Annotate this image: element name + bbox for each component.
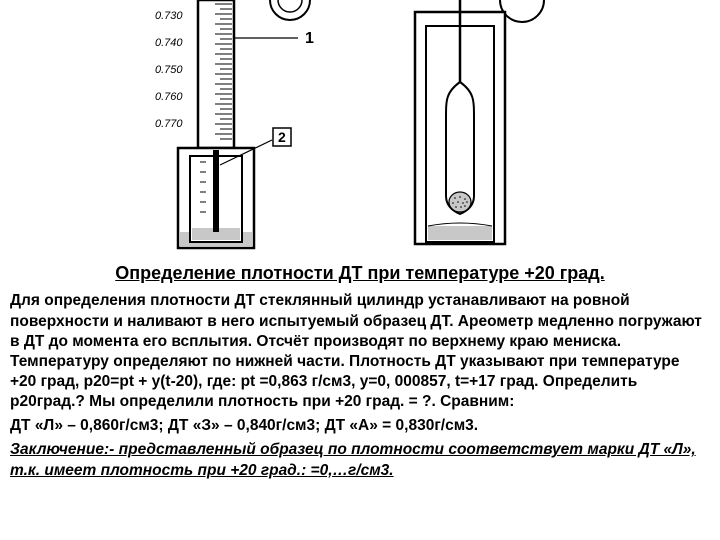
diagram-area: 0.730 0.740 0.750 0.760 0.770 — [0, 0, 720, 260]
text-block: Определение плотности ДТ при температуре… — [0, 262, 720, 481]
paragraph-main: Для определения плотности ДТ стеклянный … — [10, 291, 710, 412]
paragraph-values: ДТ «Л» – 0,860г/см3; ДТ «З» – 0,840г/см3… — [10, 416, 710, 436]
callout-1: 1 — [305, 30, 314, 47]
conclusion: Заключение:- представленный образец по п… — [10, 440, 710, 480]
callout-2: 2 — [278, 129, 286, 145]
diagram-svg: 1 2 — [0, 0, 720, 260]
title: Определение плотности ДТ при температуре… — [10, 262, 710, 285]
